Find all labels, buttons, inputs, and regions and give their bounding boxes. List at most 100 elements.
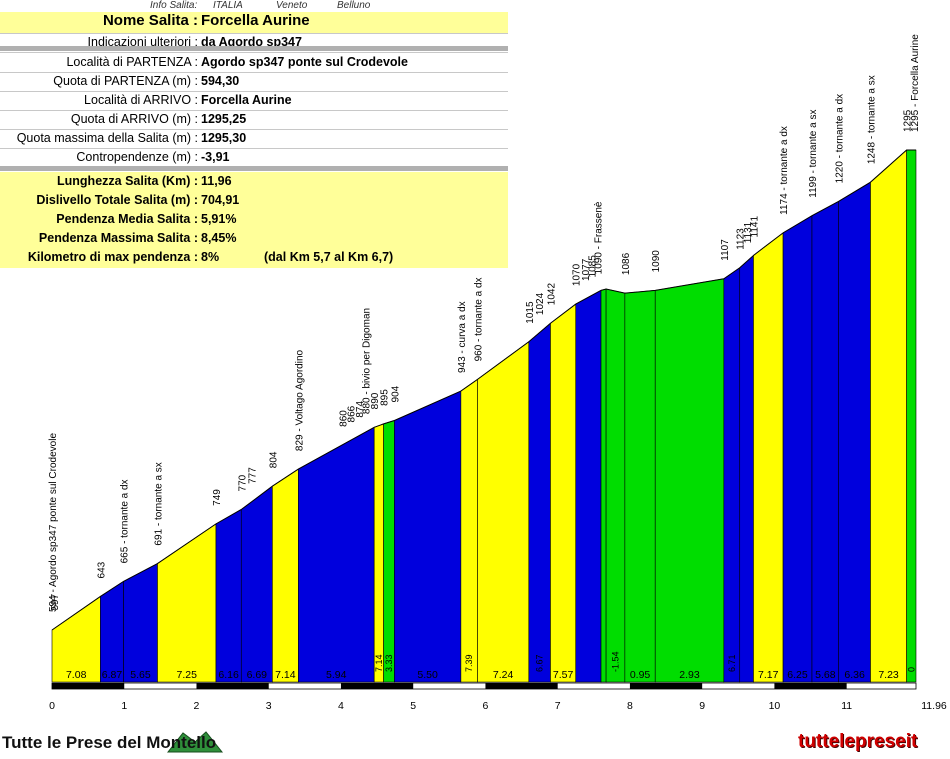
info-row-elevation-gain: Dislivello Totale Salita (m) : 704,91 — [0, 191, 508, 211]
elevation-annotation: 895 — [380, 389, 391, 406]
profile-segment — [477, 341, 530, 683]
elevation-annotation: 749 — [212, 489, 223, 506]
elevation-annotation: 1295 — [903, 109, 914, 132]
x-tick-label: 5 — [410, 700, 416, 712]
km-scale-block — [629, 683, 703, 689]
gradient-label: 3.33 — [384, 654, 394, 672]
profile-segment — [100, 580, 124, 683]
gradient-label: 7.14 — [374, 654, 384, 672]
brand-logo-text: Tutte le Prese del Montello — [2, 733, 217, 752]
profile-segment — [624, 290, 656, 683]
elevation-annotation: 904 — [390, 385, 401, 402]
info-row-length: Lunghezza Salita (Km) : 11,96 — [0, 172, 508, 192]
x-tick-label: 4 — [338, 700, 344, 712]
elevation-annotation: 866 — [346, 405, 357, 422]
gradient-label: 6.87 — [102, 669, 123, 681]
gradient-label: 7.23 — [878, 669, 899, 681]
profile-segment — [739, 254, 754, 683]
info-label: Nome Salita : — [102, 12, 198, 29]
info-row-steepest-km: Kilometro di max pendenza : 8% (dal Km 5… — [0, 248, 508, 268]
profile-segment — [782, 215, 813, 683]
info-value: Agordo sp347 ponte sul Crodevole — [201, 55, 408, 69]
elevation-annotation: 1295 - Forcella Aurine — [910, 34, 921, 132]
gradient-label: 7.24 — [493, 669, 514, 681]
profile-segment — [605, 288, 626, 683]
separator — [0, 166, 508, 171]
website-link[interactable]: tuttelepreseit — [798, 731, 918, 752]
elevation-annotation: 1085 — [588, 255, 599, 278]
info-value: 1295,30 — [201, 131, 247, 145]
profile-segment — [550, 303, 577, 683]
x-tick-label: 11 — [841, 700, 852, 712]
elevation-annotation: 1131 — [743, 221, 754, 243]
x-tick-label: 11.96 — [921, 700, 947, 712]
elevation-annotation: 943 - curva a dx — [457, 301, 468, 373]
info-row-average-gradient: Pendenza Media Salita : 5,91% — [0, 210, 508, 230]
elevation-annotation: 804 — [268, 451, 279, 468]
info-row-directions: Indicazioni ulteriori : da Agordo sp347 — [0, 33, 508, 53]
info-row-max-gradient: Pendenza Massima Salita : 8,45% — [0, 229, 508, 249]
km-scale-block — [52, 683, 125, 689]
info-label: Pendenza Massima Salita : — [38, 231, 198, 245]
info-row-end-place: Località di ARRIVO : Forcella Aurine — [0, 91, 508, 111]
elevation-annotation: 1086 — [621, 252, 632, 275]
elevation-annotation: 1024 — [535, 292, 546, 315]
elevation-annotation: 643 — [96, 561, 107, 578]
gradient-label: 0 — [906, 667, 916, 672]
elevation-annotation: 890 — [370, 392, 381, 409]
profile-segment — [723, 267, 741, 683]
profile-segment — [600, 288, 607, 683]
gradient-label: 7.39 — [464, 654, 474, 672]
profile-segment — [383, 420, 395, 683]
elevation-annotation: 829 - Voltago Agordino — [294, 349, 305, 451]
gradient-label: 5.50 — [417, 669, 438, 681]
elevation-annotation: 1042 — [546, 283, 557, 306]
info-row-climb-name: Nome Salita : Forcella Aurine — [0, 12, 508, 34]
km-scale-block — [196, 683, 269, 689]
info-label: Pendenza Media Salita : — [56, 212, 198, 226]
elevation-annotation: 1077 — [581, 258, 592, 281]
gradient-label: 6.25 — [787, 669, 808, 681]
info-label: Località di ARRIVO : — [84, 93, 198, 107]
profile-segment — [298, 426, 375, 683]
info-label: Quota di ARRIVO (m) : — [70, 112, 198, 126]
info-value: 5,91% — [201, 212, 237, 226]
gradient-label: 6.36 — [844, 669, 865, 681]
elevation-annotation: 1015 — [525, 301, 536, 324]
profile-segment — [575, 289, 602, 683]
km-scale-block — [485, 683, 558, 689]
info-label: Kilometro di max pendenza : — [27, 250, 198, 264]
gradient-label: 5.94 — [326, 669, 347, 681]
elevation-annotation: 691 - tornante a sx — [153, 462, 164, 545]
gradient-label: 7.14 — [275, 669, 296, 681]
gradient-label: 6.16 — [218, 669, 239, 681]
info-row-max-elevation: Quota massima della Salita (m) : 1295,30 — [0, 129, 508, 149]
profile-segment — [838, 181, 871, 683]
profile-segment — [654, 278, 725, 683]
elevation-annotation: 1199 - tornante a sx — [808, 110, 819, 198]
elevation-annotation: 777 — [247, 467, 258, 484]
x-tick-label: 7 — [555, 700, 561, 712]
profile-segment — [157, 523, 217, 683]
profile-segment — [528, 322, 551, 683]
profile-segment — [811, 200, 840, 683]
elevation-annotation: 960 - tornante a dx — [473, 277, 484, 361]
elevation-annotation: 770 — [237, 474, 248, 491]
info-value: Forcella Aurine — [201, 12, 310, 29]
elevation-annotation: 880 - bivio per Digoman — [362, 308, 373, 414]
elevation-annotation: 1123 — [736, 228, 747, 250]
profile-segment — [460, 378, 478, 683]
profile-segment — [753, 232, 784, 683]
gradient-label: 7.17 — [758, 669, 779, 681]
info-value: 8,45% — [201, 231, 237, 245]
elevation-annotation: 1220 - tornante a dx — [835, 94, 846, 184]
x-tick-label: 1 — [121, 700, 127, 712]
info-row-start-elevation: Quota di PARTENZA (m) : 594,30 — [0, 72, 508, 92]
info-header-province: Belluno — [337, 0, 371, 11]
info-header-country: ITALIA — [213, 0, 243, 11]
elevation-annotation: 874 — [355, 401, 366, 418]
x-tick-label: 6 — [483, 700, 489, 712]
profile-segment — [906, 149, 917, 683]
elevation-annotation: 1070 — [572, 263, 583, 286]
